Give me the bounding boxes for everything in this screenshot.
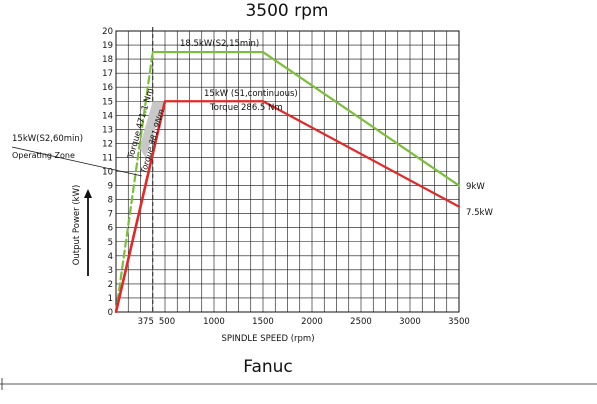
x-tick-labels: 375 500 1000 1500 2000 2500 3000 3500: [138, 317, 470, 327]
y-tick-9: 9: [108, 182, 113, 192]
s1-continuous-label: 15kW (S1,continuous): [204, 89, 298, 99]
x-tick-500: 500: [159, 317, 175, 327]
operating-zone: [139, 101, 165, 158]
zone-power-label: 15kW(S2,60min): [12, 134, 83, 144]
torque-s1-label: Torque 286.5 Nm: [209, 103, 283, 113]
x-tick-375: 375: [138, 317, 154, 327]
x-tick-3000: 3000: [399, 317, 421, 327]
y-axis-label: Output Power (kW): [72, 185, 82, 266]
x-tick-1500: 1500: [252, 317, 274, 327]
y-tick-2: 2: [108, 280, 113, 290]
y-tick-20: 20: [102, 27, 113, 37]
end-label-7-5kw: 7.5kW: [466, 208, 493, 218]
y-tick-4: 4: [108, 252, 113, 262]
operating-zone-layer: [139, 101, 165, 158]
y-tick-0: 0: [108, 308, 113, 318]
y-tick-13: 13: [102, 125, 113, 135]
x-axis-label: SPINDLE SPEED (rpm): [221, 334, 314, 344]
series-s1_cont-seg-2: [261, 100, 461, 208]
x-tick-2500: 2500: [350, 317, 372, 327]
y-tick-6: 6: [108, 224, 113, 234]
y-tick-8: 8: [108, 196, 113, 206]
grid: [115, 27, 460, 313]
zone-leader-line: [11, 146, 143, 177]
x-tick-2000: 2000: [301, 317, 323, 327]
brand-label: Fanuc: [243, 357, 293, 377]
s2-15min-label: 18.5kW(S2,15min): [180, 39, 259, 49]
y-tick-17: 17: [102, 69, 113, 79]
series-s2_15min-seg-2: [261, 50, 461, 187]
y-tick-7: 7: [108, 210, 113, 220]
chart-title: 3500 rpm: [245, 1, 328, 21]
series-s1-rise-solid: [114, 100, 167, 313]
series-s2_15min-seg-0: [114, 50, 154, 314]
y-tick-10: 10: [102, 168, 113, 178]
y-tick-5: 5: [108, 238, 113, 248]
y-axis-arrow: [84, 189, 92, 276]
series-layer: [114, 50, 461, 314]
y-tick-14: 14: [102, 111, 113, 121]
y-tick-15: 15: [102, 97, 113, 107]
x-tick-3500: 3500: [448, 317, 470, 327]
y-tick-3: 3: [108, 266, 113, 276]
end-label-9kw: 9kW: [466, 182, 485, 192]
plot-border: [115, 30, 460, 313]
y-tick-18: 18: [102, 55, 113, 65]
y-tick-19: 19: [102, 41, 113, 51]
y-tick-1: 1: [108, 294, 113, 304]
zone-name-label: Operating Zone: [12, 151, 75, 160]
y-tick-11: 11: [102, 153, 113, 163]
y-tick-12: 12: [102, 139, 113, 149]
y-tick-16: 16: [102, 83, 113, 93]
x-tick-1000: 1000: [203, 317, 225, 327]
